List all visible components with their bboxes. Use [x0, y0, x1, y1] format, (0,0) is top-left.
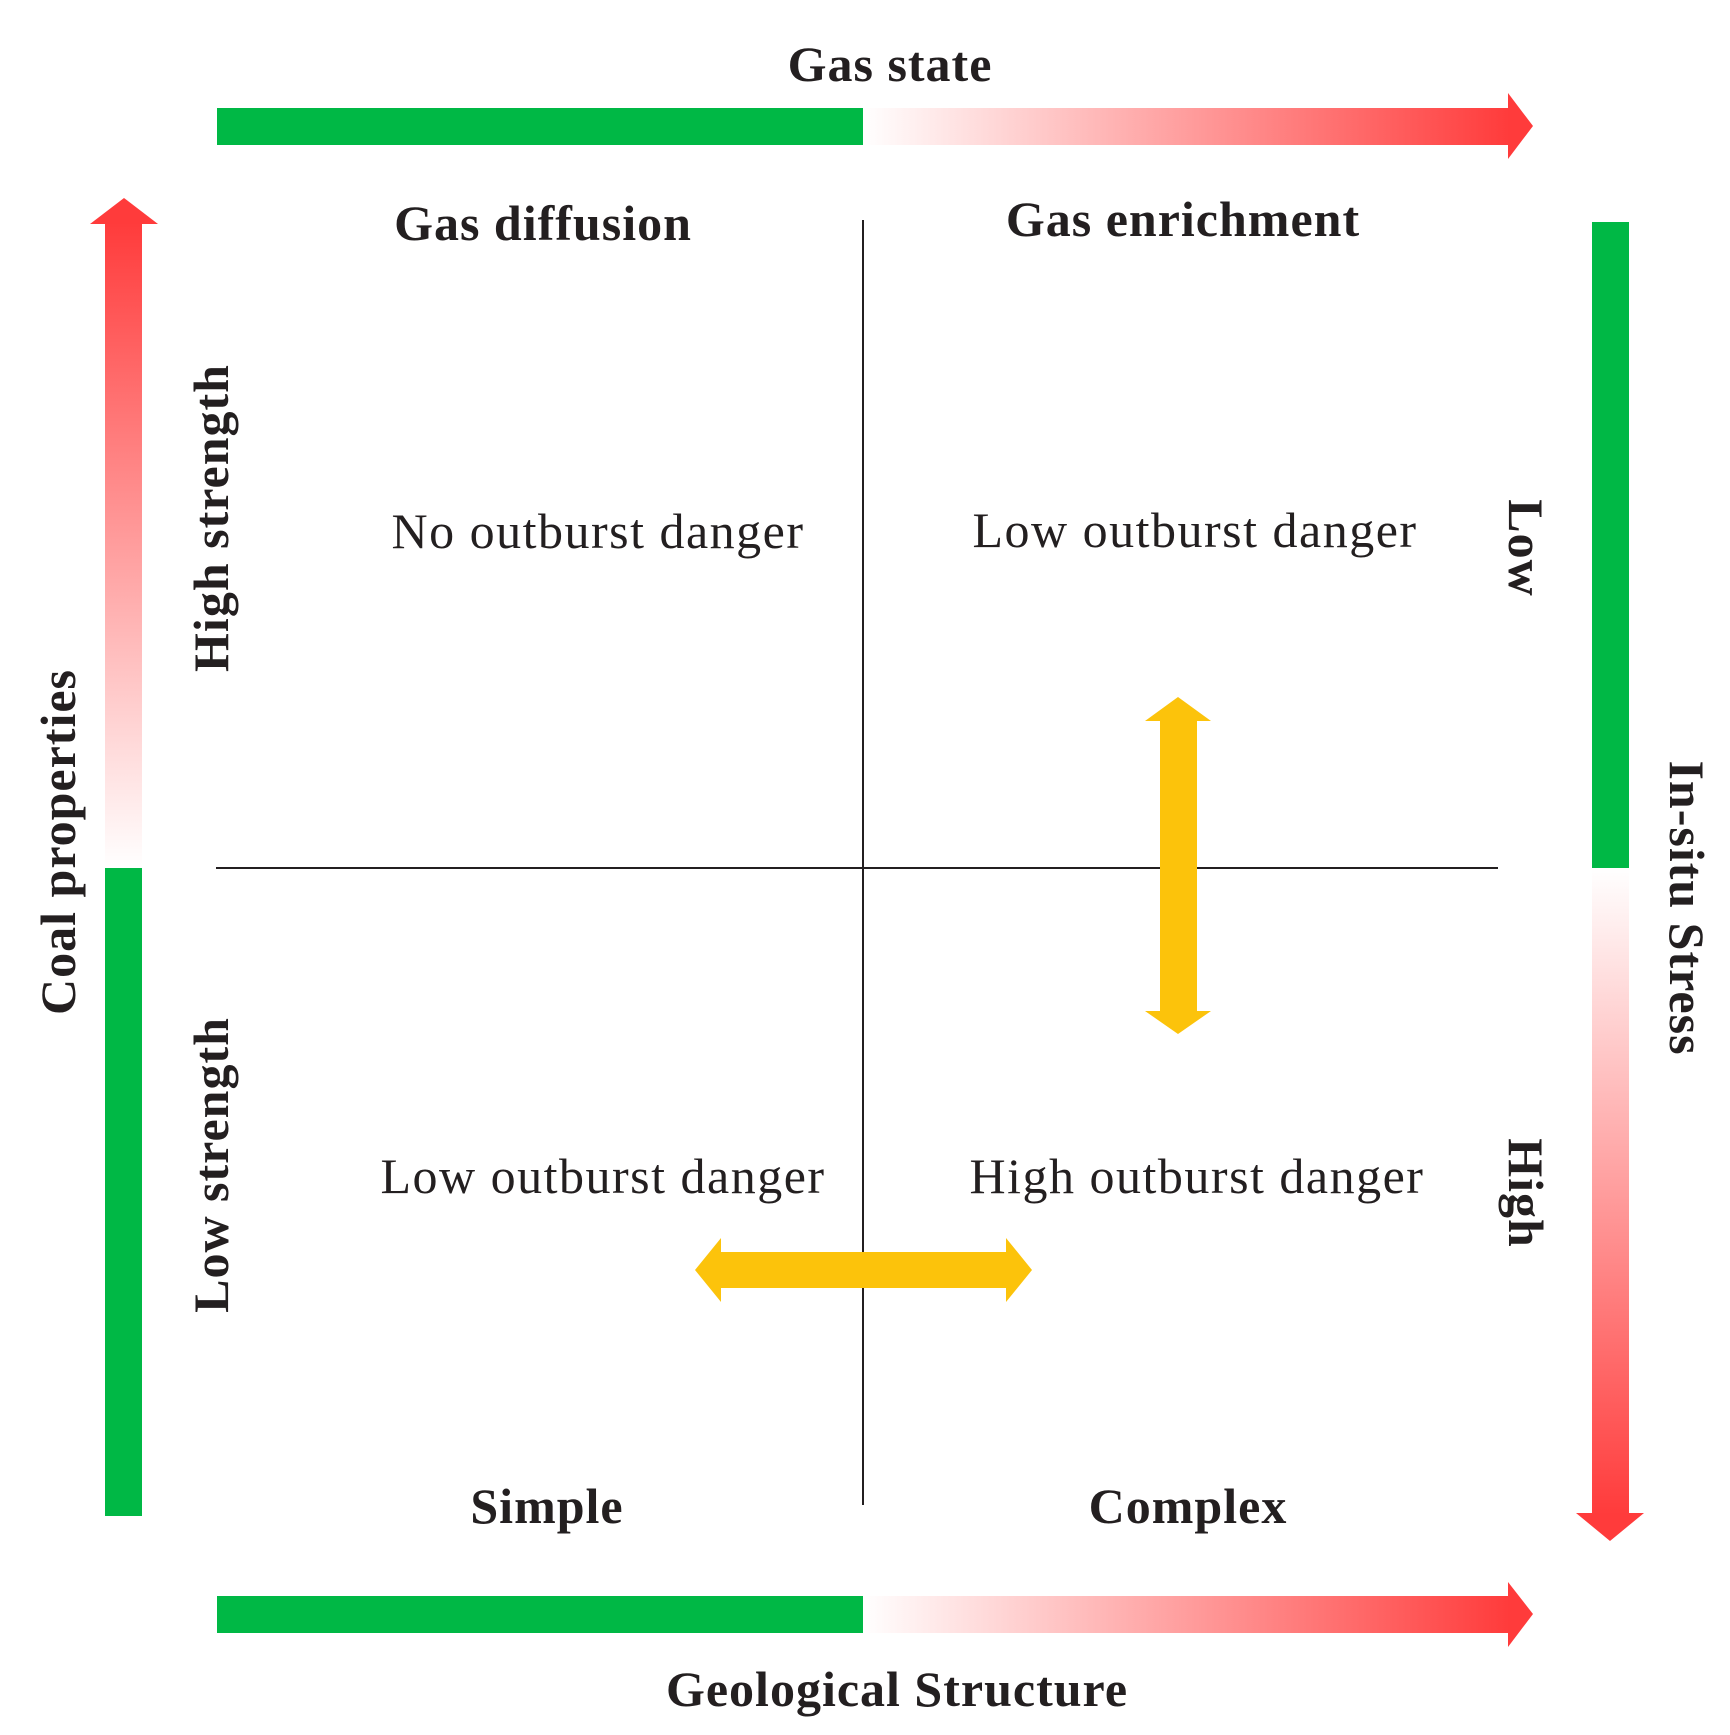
left-bar-gradient [105, 222, 142, 868]
bottom-bar-green [217, 1596, 863, 1633]
row-label-high-strength: High strength [183, 364, 239, 672]
left-axis-title: Coal properties [30, 669, 86, 1015]
left-arrowhead [90, 198, 158, 224]
top-arrowhead [1508, 93, 1533, 159]
quadrant-bottom-right-label: High outburst danger [970, 1148, 1425, 1204]
top-bar-green [217, 108, 863, 145]
stress-label-low: Low [1498, 499, 1554, 596]
right-bar-gradient [1592, 868, 1629, 1515]
bottom-axis-title: Geological Structure [666, 1661, 1128, 1717]
right-axis-title: In-situ Stress [1659, 760, 1715, 1055]
top-bar-gradient [863, 108, 1510, 145]
stress-label-high: High [1498, 1138, 1554, 1248]
right-arrowhead [1576, 1513, 1644, 1541]
column-header-gas-enrichment: Gas enrichment [1006, 191, 1360, 247]
row-label-low-strength: Low strength [183, 1017, 239, 1313]
column-header-gas-diffusion: Gas diffusion [394, 195, 692, 251]
bottom-arrowhead [1508, 1582, 1533, 1647]
quadrant-top-right-label: Low outburst danger [972, 502, 1417, 558]
quadrant-top-left-label: No outburst danger [391, 503, 804, 559]
vertical-double-arrow [1145, 697, 1211, 1034]
horizontal-double-arrow [695, 1238, 1032, 1302]
column-footer-simple: Simple [470, 1478, 623, 1534]
top-axis-title: Gas state [788, 36, 993, 92]
column-footer-complex: Complex [1089, 1478, 1288, 1534]
left-bar-green [105, 868, 142, 1516]
bottom-bar-gradient [863, 1596, 1510, 1633]
right-bar-green [1592, 222, 1629, 868]
quadrant-bottom-left-label: Low outburst danger [380, 1148, 825, 1204]
